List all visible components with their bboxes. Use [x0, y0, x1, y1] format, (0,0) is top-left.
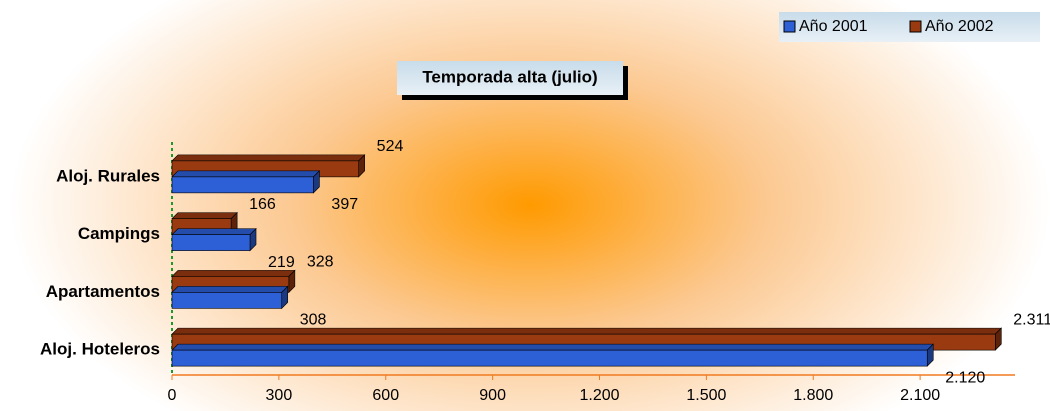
x-tick-label: 1.800 — [793, 387, 833, 404]
x-tick-label: 0 — [168, 387, 177, 404]
bar — [171, 349, 928, 367]
legend-swatch — [783, 20, 796, 33]
data-label: 219 — [268, 254, 295, 271]
bar-top — [171, 154, 366, 162]
bar-top — [171, 343, 934, 351]
legend-label: Año 2001 — [799, 18, 868, 35]
bar-top — [171, 170, 321, 178]
bar-top — [171, 228, 257, 235]
data-label: 308 — [300, 312, 327, 329]
bar-top — [171, 327, 1003, 335]
data-label: 397 — [331, 196, 358, 213]
bar — [171, 292, 283, 309]
x-tick-label: 900 — [479, 387, 506, 404]
y-tick-label: Campings — [78, 224, 160, 243]
data-label: 166 — [249, 196, 276, 213]
y-tick-label: Aloj. Hoteleros — [40, 340, 160, 359]
legend-swatch — [909, 20, 922, 33]
y-tick-label: Aloj. Rurales — [56, 166, 160, 185]
x-tick-label: 2.100 — [900, 387, 940, 404]
x-tick-label: 1.500 — [686, 387, 726, 404]
data-label: 524 — [377, 138, 404, 155]
x-tick-label: 600 — [372, 387, 399, 404]
bar — [171, 234, 251, 251]
data-label: 2.311 — [1013, 311, 1050, 328]
bar-top — [171, 270, 296, 277]
x-tick-label: 300 — [266, 387, 293, 404]
data-label: 328 — [307, 254, 334, 271]
data-label: 2.120 — [945, 369, 985, 386]
bar-top — [171, 286, 289, 293]
y-tick-label: Apartamentos — [46, 282, 160, 301]
bar — [171, 176, 314, 194]
x-tick-label: 1.200 — [579, 387, 619, 404]
chart-title: Temporada alta (julio) — [422, 67, 597, 86]
title-box — [397, 61, 623, 95]
bar-top — [171, 212, 238, 219]
legend-label: Año 2002 — [925, 18, 994, 35]
